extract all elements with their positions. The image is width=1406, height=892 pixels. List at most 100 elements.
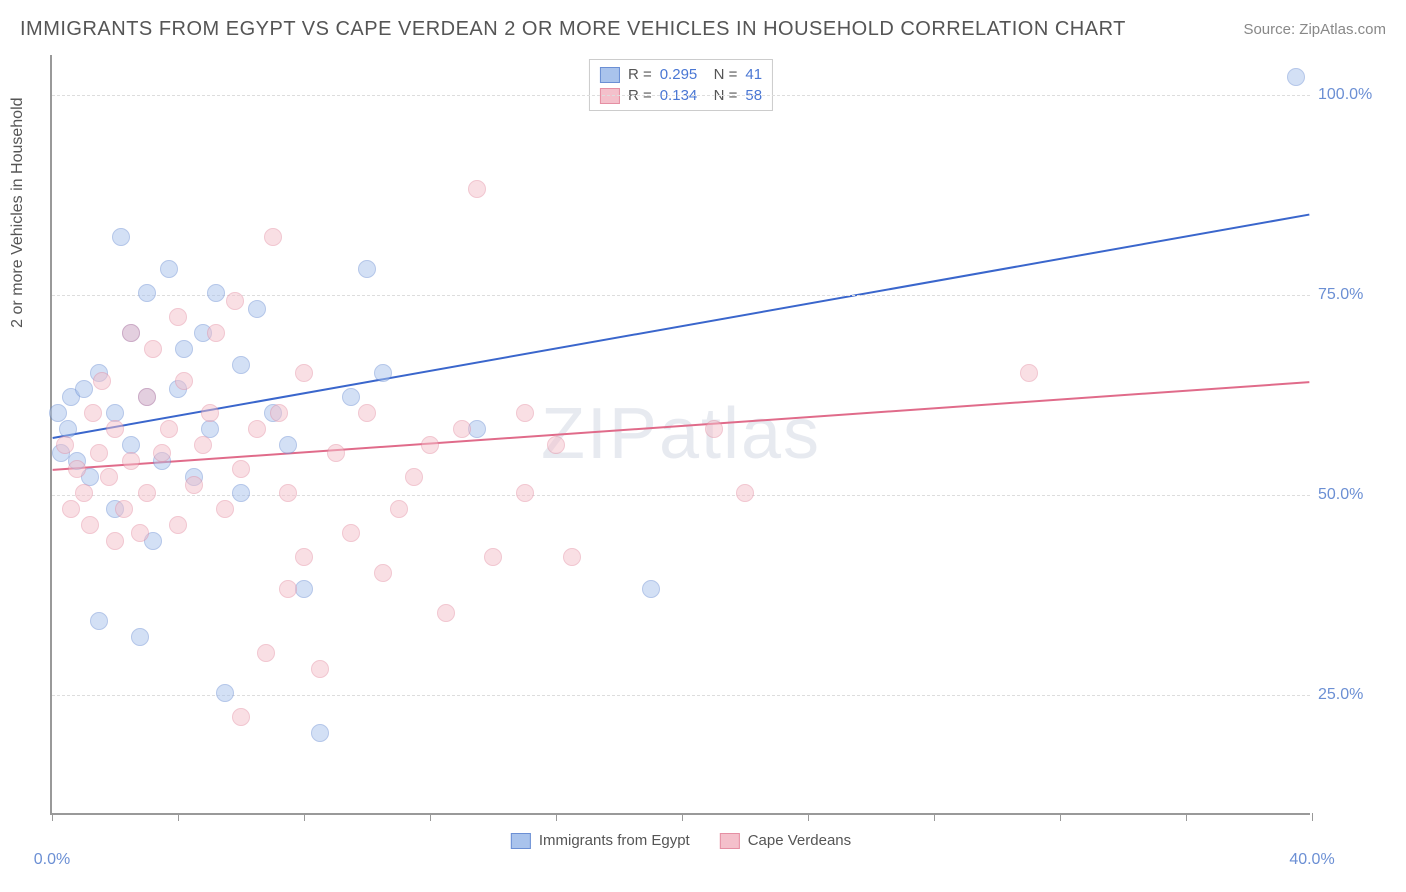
legend-row: R = 0.295 N = 41 (600, 64, 762, 85)
data-point (453, 420, 471, 438)
correlation-legend: R =0.295 N =41R =0.134 N =58 (589, 59, 773, 111)
data-point (106, 532, 124, 550)
data-point (279, 580, 297, 598)
data-point (437, 604, 455, 622)
legend-item: Cape Verdeans (720, 832, 851, 849)
data-point (257, 644, 275, 662)
data-point (90, 444, 108, 462)
y-tick-label: 100.0% (1318, 86, 1378, 104)
grid-line (52, 95, 1310, 96)
x-tick (52, 813, 53, 821)
data-point (62, 500, 80, 518)
data-point (342, 524, 360, 542)
data-point (295, 548, 313, 566)
data-point (232, 484, 250, 502)
legend-n-value: 41 (745, 66, 762, 83)
legend-label: Cape Verdeans (748, 832, 851, 849)
data-point (279, 484, 297, 502)
data-point (160, 260, 178, 278)
y-axis-label: 2 or more Vehicles in Household (9, 97, 27, 327)
data-point (68, 460, 86, 478)
grid-line (52, 695, 1310, 696)
data-point (295, 580, 313, 598)
data-point (90, 612, 108, 630)
legend-swatch (600, 67, 620, 83)
data-point (421, 436, 439, 454)
data-point (1020, 364, 1038, 382)
data-point (232, 708, 250, 726)
legend-label: Immigrants from Egypt (539, 832, 690, 849)
data-point (122, 452, 140, 470)
scatter-chart: 2 or more Vehicles in Household ZIPatlas… (50, 55, 1310, 815)
trend-line (53, 215, 1310, 438)
data-point (131, 628, 149, 646)
data-point (1287, 68, 1305, 86)
data-point (226, 292, 244, 310)
y-tick-label: 75.0% (1318, 286, 1378, 304)
data-point (169, 308, 187, 326)
data-point (484, 548, 502, 566)
data-point (75, 484, 93, 502)
watermark: ZIPatlas (541, 393, 821, 475)
data-point (216, 500, 234, 518)
data-point (270, 404, 288, 422)
data-point (185, 476, 203, 494)
y-tick-label: 50.0% (1318, 486, 1378, 504)
chart-title: IMMIGRANTS FROM EGYPT VS CAPE VERDEAN 2 … (20, 18, 1126, 41)
data-point (106, 420, 124, 438)
data-point (342, 388, 360, 406)
x-tick (178, 813, 179, 821)
data-point (311, 660, 329, 678)
data-point (81, 516, 99, 534)
legend-r-value: 0.295 (660, 66, 698, 83)
data-point (516, 404, 534, 422)
y-tick-label: 25.0% (1318, 686, 1378, 704)
data-point (153, 444, 171, 462)
legend-n-label: N = (705, 66, 737, 83)
data-point (248, 300, 266, 318)
data-point (232, 460, 250, 478)
data-point (390, 500, 408, 518)
data-point (374, 364, 392, 382)
x-tick (1186, 813, 1187, 821)
data-point (207, 324, 225, 342)
data-point (232, 356, 250, 374)
legend-item: Immigrants from Egypt (511, 832, 690, 849)
data-point (175, 372, 193, 390)
data-point (115, 500, 133, 518)
data-point (563, 548, 581, 566)
data-point (327, 444, 345, 462)
data-point (516, 484, 534, 502)
x-tick (934, 813, 935, 821)
data-point (144, 340, 162, 358)
data-point (468, 420, 486, 438)
x-tick (430, 813, 431, 821)
data-point (138, 284, 156, 302)
data-point (75, 380, 93, 398)
trend-lines (52, 55, 1310, 813)
x-tick (808, 813, 809, 821)
data-point (138, 388, 156, 406)
title-bar: IMMIGRANTS FROM EGYPT VS CAPE VERDEAN 2 … (20, 18, 1386, 41)
data-point (112, 228, 130, 246)
data-point (358, 260, 376, 278)
data-point (295, 364, 313, 382)
x-tick (682, 813, 683, 821)
x-tick (304, 813, 305, 821)
data-point (122, 324, 140, 342)
x-tick-label: 40.0% (1289, 851, 1334, 869)
data-point (405, 468, 423, 486)
data-point (547, 436, 565, 454)
data-point (736, 484, 754, 502)
data-point (311, 724, 329, 742)
legend-r-label: R = (628, 66, 652, 83)
x-tick-label: 0.0% (34, 851, 70, 869)
data-point (642, 580, 660, 598)
source-label: Source: ZipAtlas.com (1243, 21, 1386, 38)
trend-line (53, 382, 1310, 470)
data-point (84, 404, 102, 422)
legend-swatch (720, 833, 740, 849)
data-point (131, 524, 149, 542)
data-point (201, 404, 219, 422)
x-tick (556, 813, 557, 821)
